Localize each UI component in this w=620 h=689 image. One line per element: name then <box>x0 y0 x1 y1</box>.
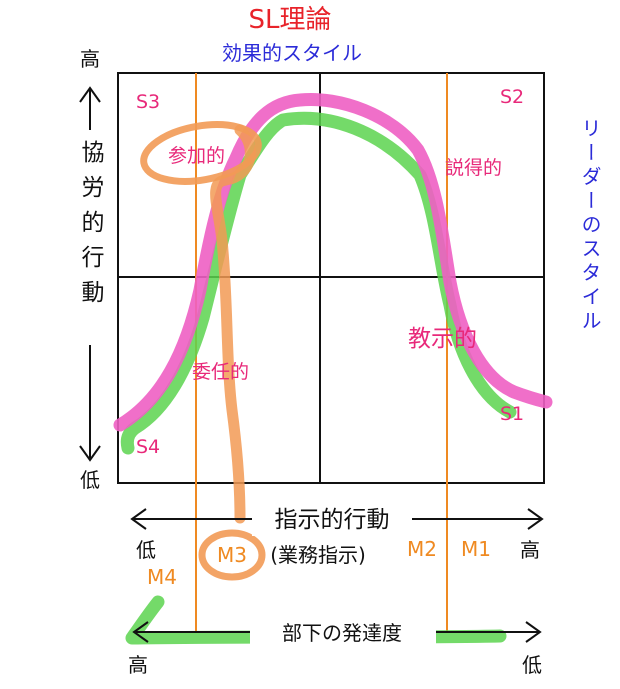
maturity-m2: M2 <box>407 537 437 561</box>
style-delegative: 委任的 <box>192 361 249 383</box>
x-axis-arrow-right-icon <box>527 508 544 530</box>
x-axis-high: 高 <box>520 538 540 562</box>
quadrant-s2: S2 <box>500 86 524 108</box>
quadrant-s3: S3 <box>136 91 160 113</box>
y-axis-arrow-up-icon <box>79 86 101 103</box>
x-axis-label-backdrop <box>252 500 412 536</box>
y-axis-high: 高 <box>80 47 100 71</box>
x-axis-arrow-left-icon <box>130 508 147 530</box>
style-persuasive: 説得的 <box>445 157 502 179</box>
maturity-m4: M4 <box>147 565 177 589</box>
y-axis-low: 低 <box>80 468 100 492</box>
task-note: (業務指示) <box>270 543 366 567</box>
bottom-axis-low: 低 <box>522 653 542 677</box>
right-label: リーダーのスタイル <box>578 118 602 334</box>
title: SL理論 <box>249 5 332 35</box>
participative-circle <box>140 121 262 185</box>
maturity-m1: M1 <box>461 537 491 561</box>
maturity-m3: M3 <box>217 543 247 567</box>
y-axis-label: 協労的行動 <box>77 140 105 315</box>
bottom-axis-label-backdrop <box>250 614 436 648</box>
style-instructive: 教示的 <box>408 326 477 352</box>
pink-curve <box>113 92 553 432</box>
orange-curve <box>210 124 256 524</box>
y-axis-label-backdrop <box>68 130 112 345</box>
y-axis-arrow-down-icon <box>79 445 101 462</box>
bottom-axis-high: 高 <box>128 653 148 677</box>
style-participative: 参加的 <box>168 145 225 167</box>
x-axis-label: 指示的行動 <box>275 507 390 533</box>
x-axis-low: 低 <box>136 538 156 562</box>
subtitle: 効果的スタイル <box>222 41 362 65</box>
quadrant-s4: S4 <box>136 436 160 458</box>
m3-circle <box>198 529 266 581</box>
quadrant-s1: S1 <box>500 403 524 425</box>
bottom-axis-arrow-right-icon <box>525 621 542 643</box>
bottom-axis-label: 部下の発達度 <box>282 621 402 645</box>
bottom-axis-arrow-left-icon <box>132 621 149 643</box>
